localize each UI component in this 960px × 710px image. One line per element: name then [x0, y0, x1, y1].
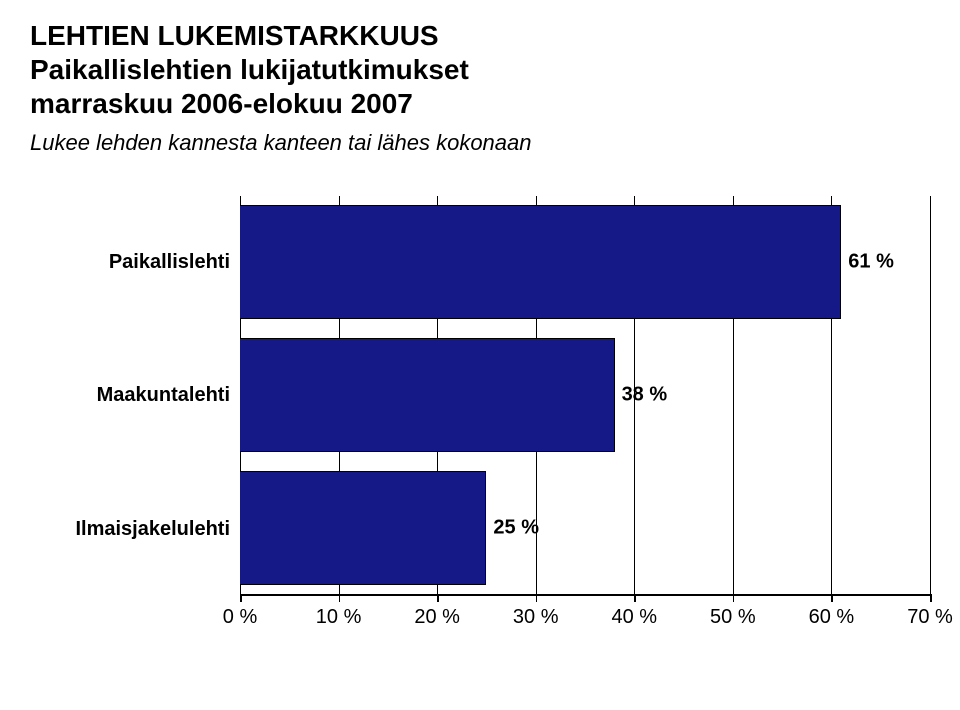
x-tick-label: 20 % — [414, 606, 460, 629]
bars-group: 61 % 38 % 25 % — [240, 196, 930, 594]
x-tick-label: 60 % — [809, 606, 855, 629]
x-tick-label: 0 % — [223, 606, 257, 629]
y-label: Paikallislehti — [30, 196, 240, 329]
chart-title-line3: marraskuu 2006-elokuu 2007 — [30, 88, 930, 120]
bar-row: 61 % — [240, 196, 930, 329]
bar: 25 % — [240, 471, 486, 585]
tick-mark — [437, 594, 439, 602]
chart-title-line1: LEHTIEN LUKEMISTARKKUUS — [30, 20, 930, 52]
plot-area: 61 % 38 % 25 % — [240, 196, 930, 596]
tick-mark — [339, 594, 341, 602]
chart-description: Lukee lehden kannesta kanteen tai lähes … — [30, 130, 930, 156]
x-axis: 0 %10 %20 %30 %40 %50 %60 %70 % — [240, 606, 930, 646]
chart-title-line2: Paikallislehtien lukijatutkimukset — [30, 54, 930, 86]
chart-area: 61 %38 %25 % 0 %10 %20 %30 %40 %50 %60 %… — [240, 196, 930, 656]
tick-mark — [536, 594, 538, 602]
x-tick-label: 70 % — [907, 606, 953, 629]
x-tick-label: 30 % — [513, 606, 559, 629]
y-axis-labels: Paikallislehti Maakuntalehti Ilmaisjakel… — [30, 196, 240, 596]
bar: 61 % — [240, 205, 841, 319]
gridline — [930, 196, 931, 594]
tick-mark — [634, 594, 636, 602]
bar-value-label: 61 % — [840, 251, 894, 274]
tick-mark — [240, 594, 242, 602]
bar: 38 % — [240, 338, 615, 452]
bar-row: 25 % — [240, 461, 930, 594]
tick-mark — [831, 594, 833, 602]
x-tick-label: 10 % — [316, 606, 362, 629]
tick-mark — [930, 594, 932, 602]
bar-value-label: 38 % — [614, 384, 668, 407]
x-tick-label: 40 % — [611, 606, 657, 629]
x-tick-label: 50 % — [710, 606, 756, 629]
bar-value-label: 25 % — [485, 516, 539, 539]
bar-row: 38 % — [240, 329, 930, 462]
y-label: Ilmaisjakelulehti — [30, 463, 240, 596]
y-label: Maakuntalehti — [30, 329, 240, 462]
tick-mark — [733, 594, 735, 602]
chart-container: Paikallislehti Maakuntalehti Ilmaisjakel… — [30, 196, 930, 656]
